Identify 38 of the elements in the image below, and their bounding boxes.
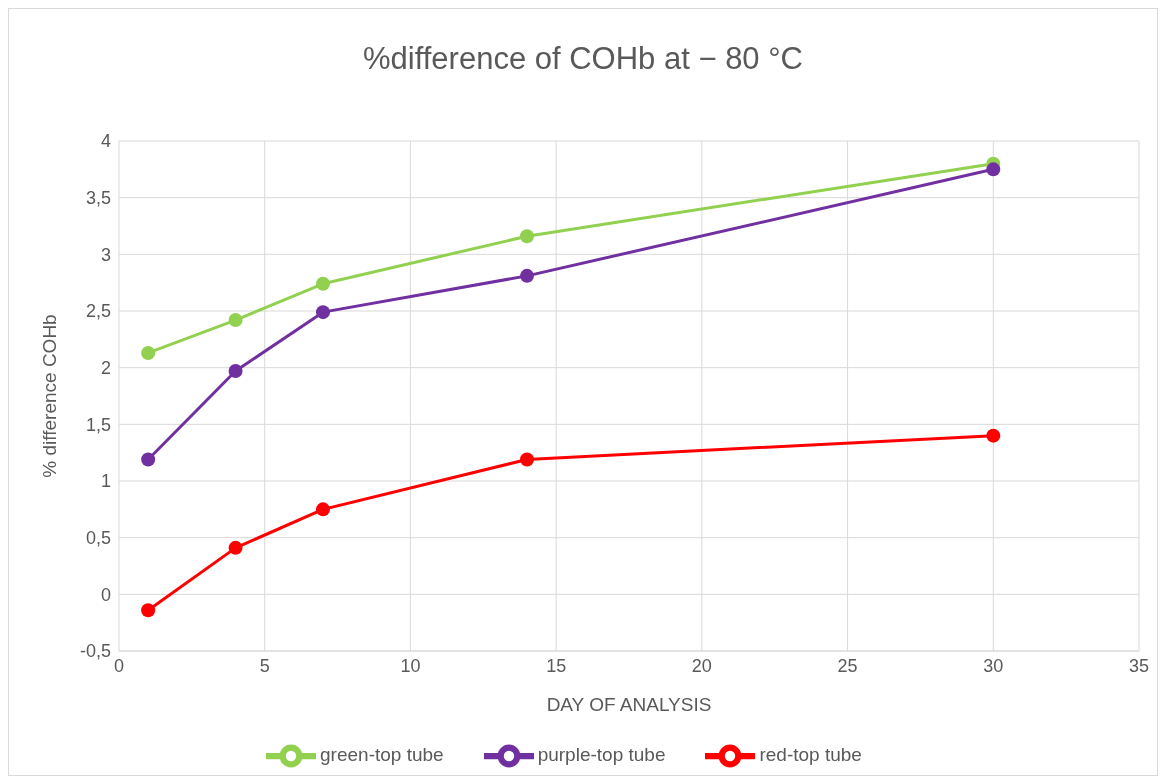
x-tick-label: 30 — [983, 655, 1004, 676]
y-tick-label: 4 — [100, 131, 111, 152]
point — [141, 603, 156, 618]
point — [316, 305, 330, 320]
x-tick-label: 5 — [259, 655, 270, 676]
y-tick-label: 3,5 — [85, 188, 111, 209]
legend-label: red-top tube — [759, 744, 862, 766]
y-tick-label: 0 — [100, 584, 111, 605]
x-tick-label: 0 — [113, 655, 125, 676]
y-axis-title: % difference COHb — [38, 314, 60, 478]
x-tick-label: 20 — [691, 655, 712, 676]
y-tick-label: -0,5 — [79, 641, 111, 662]
point — [141, 345, 156, 360]
y-tick-label: 1 — [100, 471, 111, 492]
y-tick-label: 2,5 — [85, 301, 111, 322]
point — [520, 268, 534, 283]
x-axis-title: DAY OF ANALYSIS — [546, 694, 712, 715]
x-tick-label: 35 — [1128, 655, 1150, 676]
y-tick-label: 0,5 — [85, 528, 111, 549]
point — [228, 540, 243, 555]
point — [316, 276, 330, 291]
y-tick-label: 2 — [100, 358, 111, 379]
point — [520, 229, 534, 244]
y-tick-label: 1,5 — [85, 414, 111, 435]
x-tick-label: 25 — [837, 655, 858, 676]
point — [228, 364, 243, 379]
legend-label: green-top tube — [320, 744, 444, 766]
x-tick-label: 10 — [400, 655, 421, 676]
point — [986, 162, 1001, 177]
chart-title: %difference of COHb at − 80 °C — [362, 40, 804, 78]
legend-label: purple-top tube — [537, 744, 666, 766]
point — [986, 428, 1001, 443]
y-tick-label: 3 — [100, 244, 111, 265]
point — [228, 313, 243, 328]
x-tick-label: 15 — [546, 655, 567, 676]
point — [520, 452, 534, 467]
point — [141, 452, 156, 467]
point — [316, 502, 330, 517]
